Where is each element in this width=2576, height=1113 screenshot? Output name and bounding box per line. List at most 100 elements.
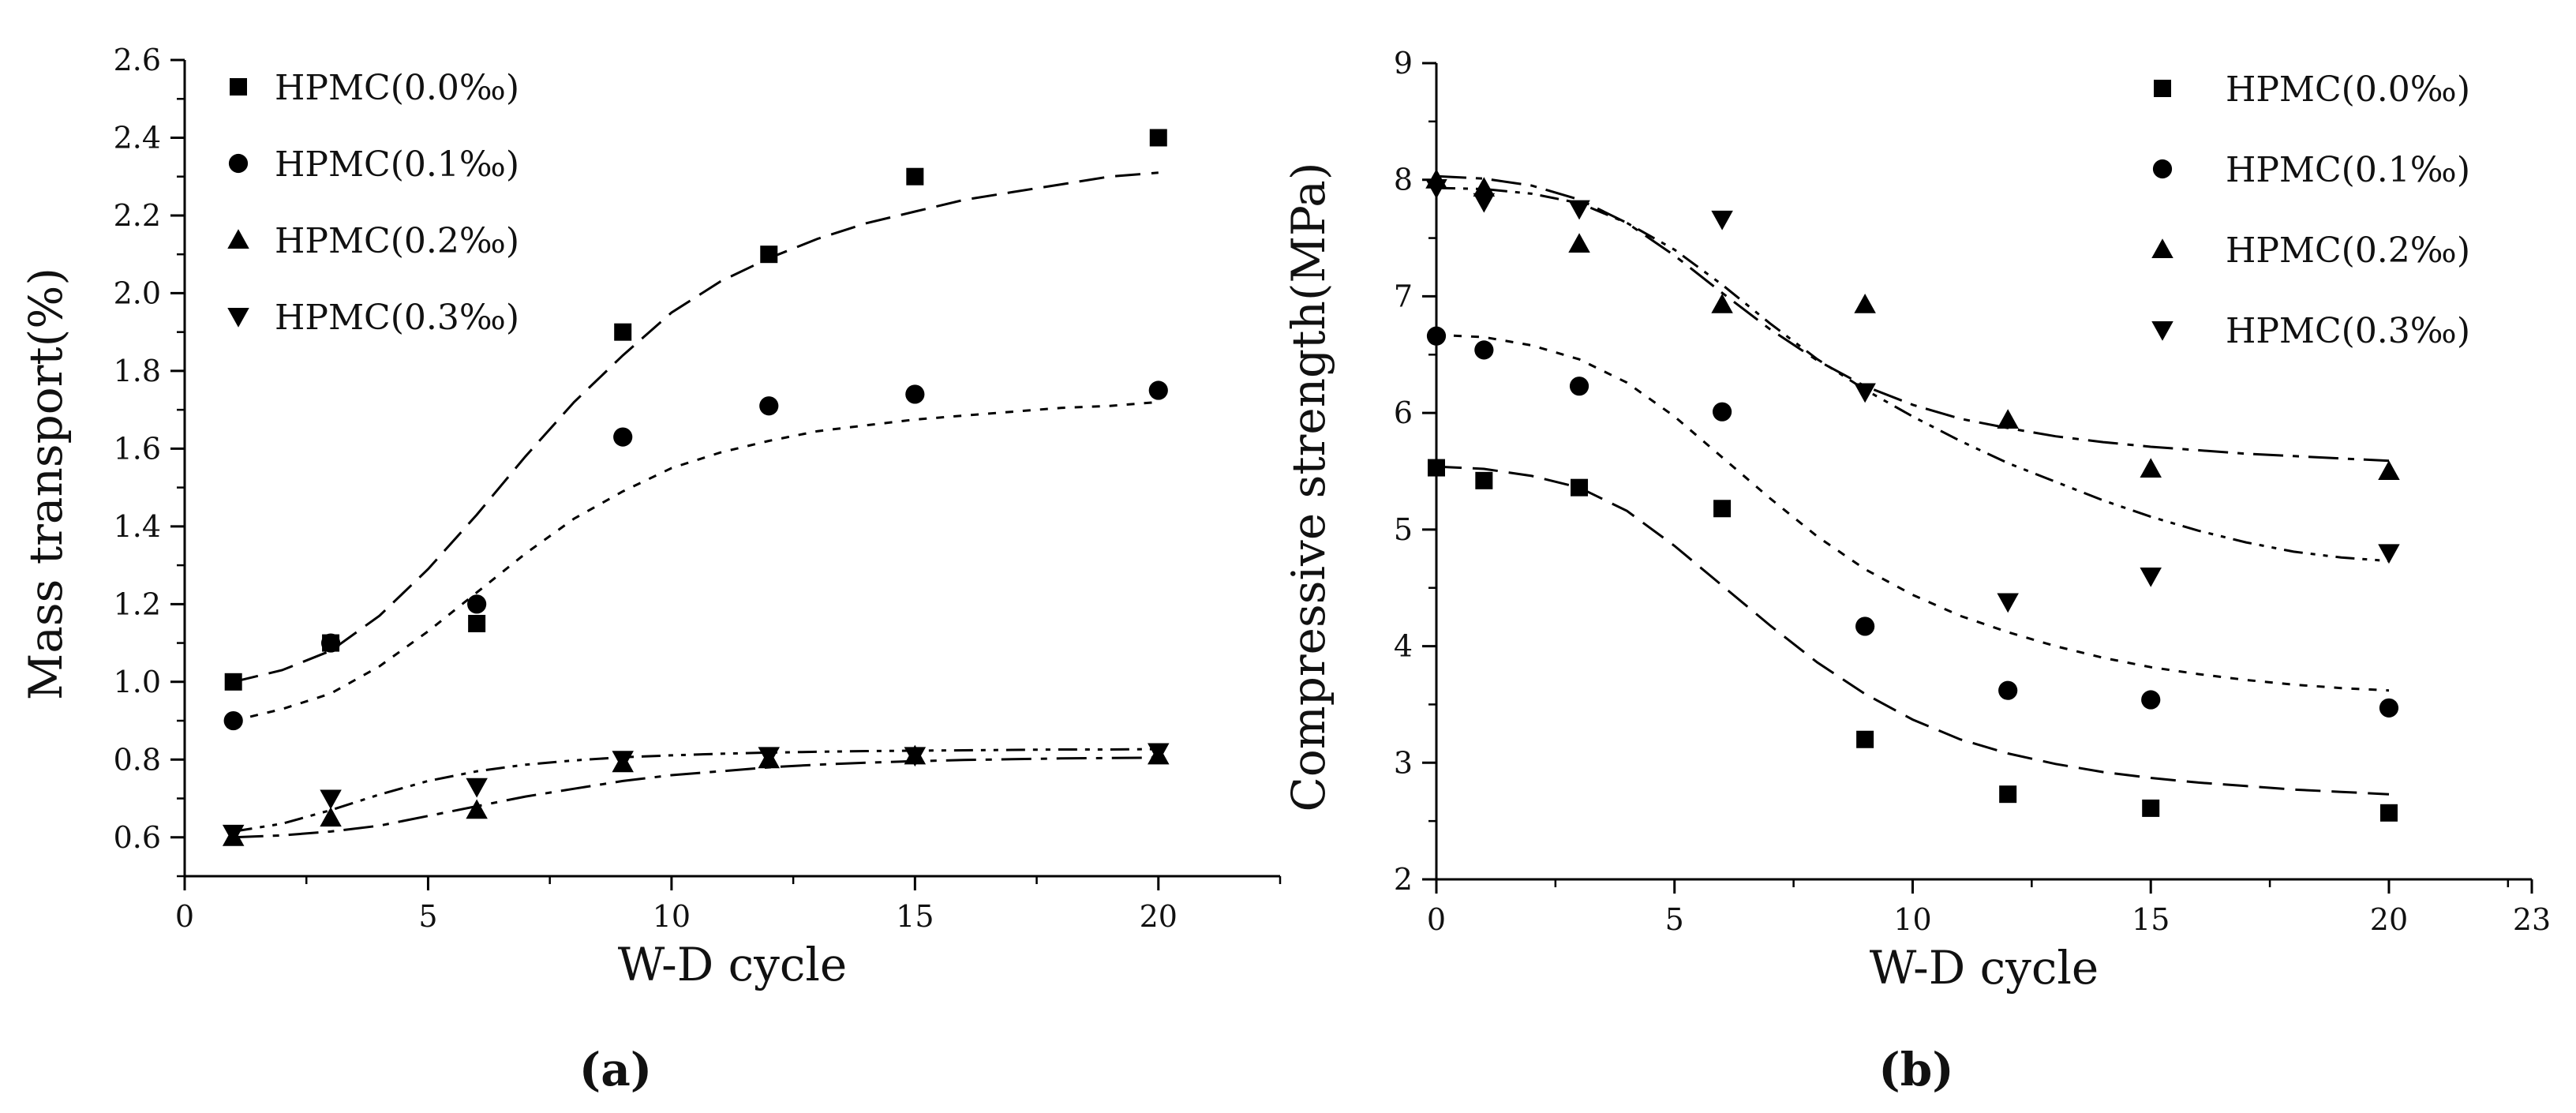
y-tick-label: 6	[1394, 395, 1413, 430]
data-point-triangle-down	[1997, 593, 2019, 613]
data-point-circle	[1712, 402, 1732, 422]
data-point-square	[1571, 478, 1589, 497]
data-point-circle	[1426, 326, 1447, 346]
legend-marker-circle	[228, 153, 249, 174]
legend-marker-circle	[2152, 159, 2173, 179]
data-point-square	[906, 167, 924, 186]
legend-marker-square	[230, 78, 247, 96]
data-point-circle	[1998, 680, 2018, 700]
data-point-square	[2142, 799, 2160, 817]
data-point-circle	[2141, 690, 2161, 710]
y-tick-label: 2.2	[114, 198, 161, 233]
x-tick-label: 15	[2132, 902, 2170, 937]
x-tick-label: 15	[896, 899, 934, 934]
data-point-circle	[1855, 616, 1875, 636]
legend-label: HPMC(0.3‰)	[275, 298, 519, 338]
data-point-triangle-down	[1148, 743, 1170, 763]
y-tick-label: 1.0	[114, 665, 161, 699]
y-axis-title: Mass transport(%)	[19, 268, 73, 700]
data-point-square	[1475, 471, 1493, 489]
legend-entry: HPMC(0.2‰)	[2151, 230, 2470, 271]
data-point-triangle-down	[1854, 383, 1876, 403]
fit-curve-circle	[1436, 333, 2390, 692]
y-tick-label: 0.6	[114, 820, 161, 855]
data-point-triangle-down	[466, 778, 488, 798]
y-tick-label: 1.4	[114, 509, 161, 544]
data-point-triangle-down	[1568, 200, 1590, 220]
legend-entry: HPMC(0.3‰)	[2151, 311, 2470, 351]
data-point-triangle-up	[320, 807, 342, 827]
y-tick-label: 5	[1394, 512, 1413, 547]
legend-label: HPMC(0.0‰)	[275, 68, 519, 108]
data-point-square	[760, 245, 778, 264]
legend-marker-triangle-down	[227, 308, 249, 328]
data-point-triangle-down	[2140, 567, 2162, 587]
fit-curve-triangle-up	[1436, 174, 2390, 463]
data-point-square	[2379, 804, 2398, 822]
x-tick-label: 5	[418, 899, 437, 934]
x-axis-title: W-D cycle	[618, 938, 848, 991]
legend-label: HPMC(0.1‰)	[2226, 150, 2470, 190]
fit-curve-triangle-down	[233, 748, 1159, 833]
y-tick-label: 7	[1394, 279, 1413, 313]
data-point-circle	[613, 427, 633, 447]
data-point-circle	[2379, 698, 2399, 718]
legend-marker-triangle-down	[2151, 321, 2174, 341]
y-tick-label: 1.6	[114, 431, 161, 466]
data-point-circle	[1148, 380, 1168, 400]
data-point-triangle-down	[1473, 193, 1496, 213]
y-tick-label: 4	[1394, 629, 1413, 664]
data-point-triangle-up	[2378, 460, 2400, 480]
x-tick-label: 5	[1665, 902, 1684, 937]
y-tick-label: 8	[1394, 163, 1413, 197]
data-point-circle	[320, 633, 341, 653]
x-tick-label: 23	[2513, 902, 2551, 937]
data-point-circle	[905, 384, 925, 404]
data-point-square	[1856, 730, 1874, 748]
y-tick-label: 1.2	[114, 586, 161, 621]
fit-curve-triangle-up	[233, 756, 1159, 839]
y-tick-label: 2.4	[114, 120, 161, 155]
data-point-triangle-down	[1425, 179, 1447, 199]
y-tick-label: 2.0	[114, 275, 161, 310]
x-tick-label: 10	[1893, 902, 1931, 937]
data-point-triangle-up	[1473, 177, 1496, 197]
data-point-circle	[467, 594, 487, 614]
y-tick-label: 2	[1394, 862, 1413, 897]
data-point-triangle-up	[2140, 458, 2162, 478]
data-point-triangle-down	[758, 747, 781, 767]
legend-label: HPMC(0.1‰)	[275, 144, 519, 185]
data-point-circle	[759, 396, 779, 416]
data-point-circle	[1569, 377, 1589, 396]
legend-entry: HPMC(0.3‰)	[227, 298, 519, 338]
x-tick-label: 20	[1140, 899, 1178, 934]
legend-label: HPMC(0.2‰)	[2226, 230, 2470, 271]
fit-curve-triangle-down	[1436, 186, 2390, 563]
data-point-triangle-down	[320, 789, 342, 810]
x-tick-label: 0	[175, 899, 194, 934]
y-tick-label: 9	[1394, 46, 1413, 81]
data-point-circle	[1474, 340, 1494, 360]
x-tick-label: 10	[653, 899, 691, 934]
data-point-triangle-down	[612, 751, 634, 771]
data-point-triangle-up	[1997, 409, 2019, 429]
fit-curve-square	[1436, 465, 2390, 796]
data-point-triangle-down	[2378, 544, 2400, 564]
legend-marker-triangle-up	[2151, 238, 2174, 258]
legend-label: HPMC(0.3‰)	[2226, 311, 2470, 351]
legend-entry: HPMC(0.2‰)	[227, 221, 519, 261]
legend-label: HPMC(0.0‰)	[2226, 69, 2470, 110]
x-tick-label: 20	[2370, 902, 2408, 937]
data-point-circle	[223, 710, 243, 731]
y-axis-title: Compressive strength(MPa)	[1282, 163, 1335, 812]
y-tick-label: 1.8	[114, 354, 161, 388]
x-tick-label: 0	[1427, 902, 1446, 937]
y-tick-label: 2.6	[114, 43, 161, 77]
data-point-triangle-up	[1568, 233, 1590, 253]
y-tick-label: 0.8	[114, 742, 161, 777]
data-point-square	[1428, 459, 1445, 477]
data-point-square	[468, 614, 486, 632]
legend-entry: HPMC(0.0‰)	[2154, 69, 2470, 110]
data-point-square	[614, 323, 632, 341]
